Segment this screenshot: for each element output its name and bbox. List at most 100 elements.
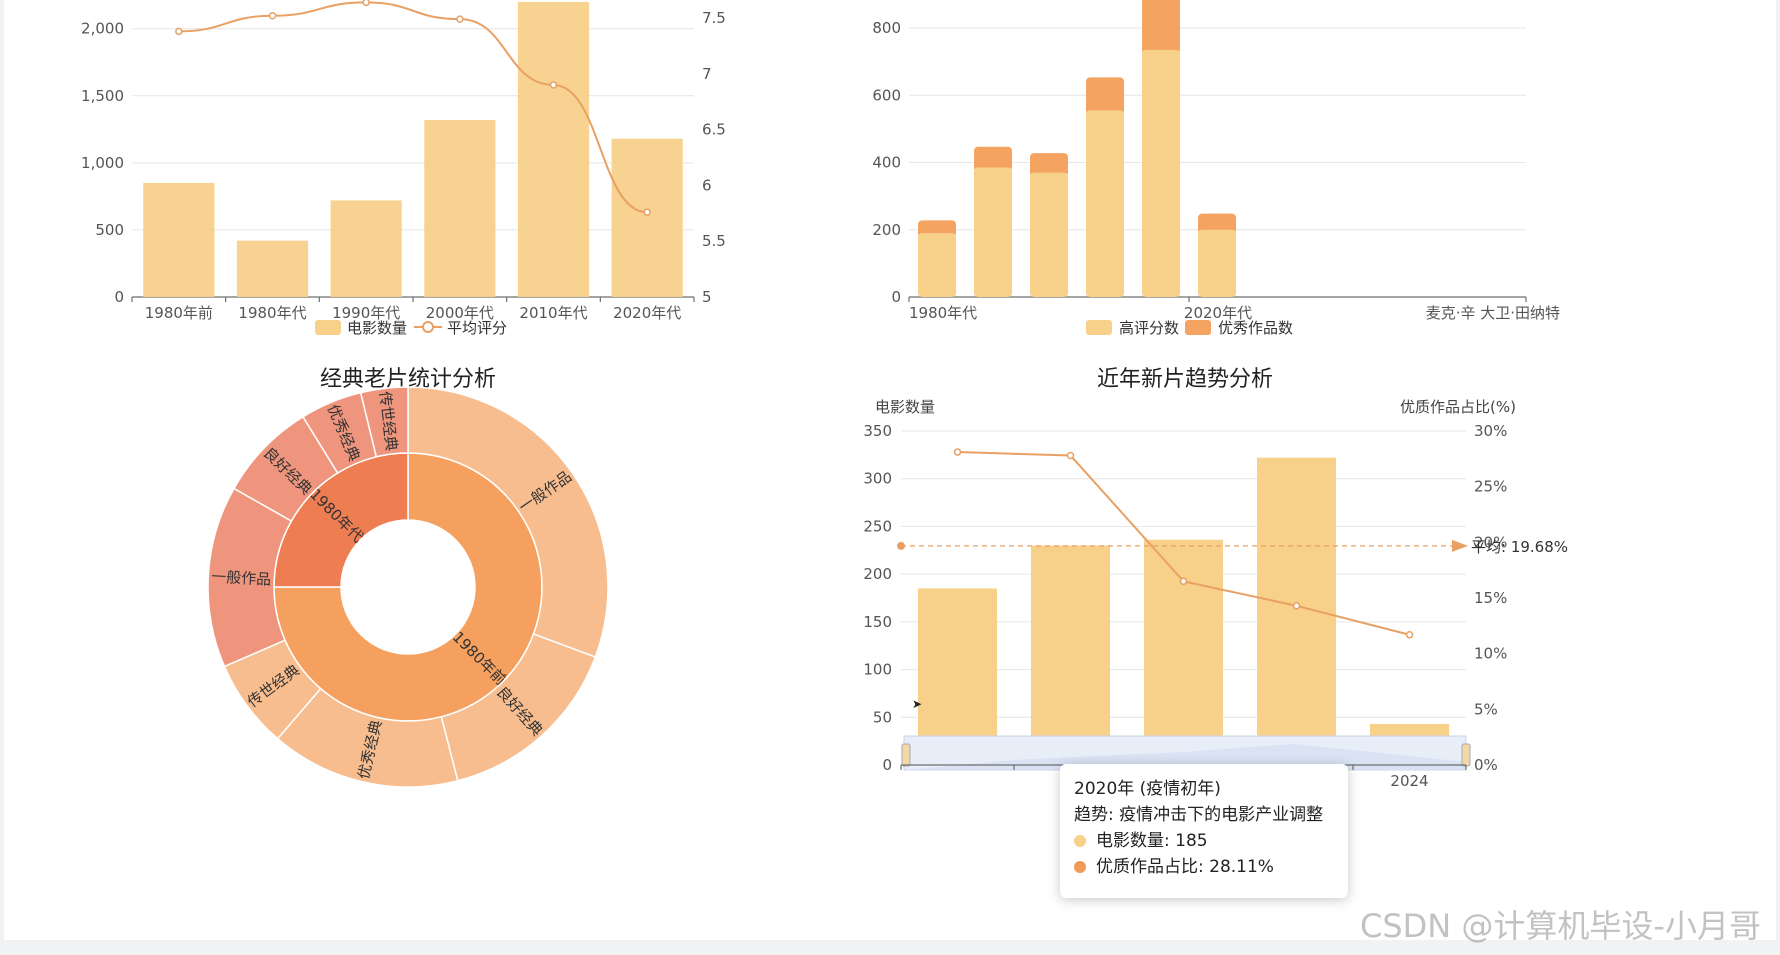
bar — [236, 240, 309, 297]
chart-tooltip: 2020年 (疫情初年) 趋势: 疫情冲击下的电影产业调整 电影数量: 185 … — [1060, 764, 1348, 898]
legend-excellent-swatch — [1185, 320, 1211, 335]
rating-point — [268, 12, 277, 20]
excellent-bar — [918, 220, 956, 238]
y-tick-label: 500 — [95, 221, 124, 239]
y-right-tick-label: 5.5 — [702, 232, 726, 250]
high-score-bar — [918, 233, 956, 297]
y-right-tick-label: 10% — [1474, 645, 1507, 663]
tooltip-count: 电影数量: 185 — [1096, 831, 1208, 851]
bar — [517, 1, 590, 298]
count-dot-icon — [1074, 835, 1086, 847]
legend-label: 平均评分 — [447, 319, 507, 337]
tooltip-ratio-row: 优质作品占比: 28.11% — [1074, 854, 1334, 880]
y-right-tick-label: 30% — [1474, 422, 1507, 440]
y-tick-label: 400 — [872, 154, 901, 172]
rating-point — [549, 81, 558, 89]
average-start-dot — [897, 541, 905, 550]
bar — [424, 119, 496, 297]
excellent-bar — [1086, 77, 1124, 115]
sunburst-label: 一般作品 — [211, 567, 272, 588]
average-arrow-icon — [1452, 539, 1468, 552]
y-tick-label: 1,000 — [81, 154, 124, 172]
x-tick-label: 2010年代 — [519, 304, 587, 322]
watermark: CSDN @计算机毕设-小月哥 — [1360, 907, 1761, 945]
y-tick-label: 150 — [863, 613, 892, 631]
bar — [330, 200, 402, 297]
y-tick-label: 1,500 — [81, 87, 124, 105]
legend-label: 电影数量 — [347, 319, 407, 337]
y-right-tick-label: 6 — [702, 176, 712, 194]
y-right-tick-label: 5 — [702, 288, 712, 306]
ratio-point — [1292, 602, 1301, 610]
bar — [143, 182, 215, 297]
legend-line-marker — [422, 321, 434, 333]
y-right-tick-label: 20% — [1474, 533, 1507, 551]
x-tick-label: 1980年代 — [238, 304, 306, 322]
y-tick-label: 100 — [863, 661, 892, 679]
dashboard: 0 500 1,000 1,500 2,000 5 5.5 6 6.5 7 7.5 1980年前 198… — [4, 0, 1776, 945]
legend-label: 高评分数 — [1119, 319, 1179, 337]
tooltip-title: 2020年 (疫情初年) — [1074, 779, 1221, 799]
ratio-point — [1405, 630, 1414, 639]
excellent-bar — [1142, 0, 1180, 54]
high-score-bar — [1086, 110, 1124, 297]
zoom-slider-area — [904, 744, 1466, 770]
y-right-tick-label: 15% — [1474, 589, 1507, 607]
ratio-point — [953, 448, 962, 456]
ratio-point — [1179, 577, 1188, 586]
y-tick-label: 250 — [863, 517, 892, 535]
y-tick-label: 300 — [863, 470, 892, 488]
high-score-bar — [974, 167, 1012, 297]
y-right-tick-label: 25% — [1474, 478, 1507, 496]
x-tick-label: 2020年代 — [1184, 304, 1252, 322]
ratio-point — [1066, 451, 1075, 460]
rating-point — [175, 27, 183, 36]
tooltip-count-row: 电影数量: 185 — [1074, 828, 1334, 854]
y-tick-label: 0 — [891, 288, 901, 306]
y-right-tick-label: 0% — [1474, 756, 1498, 774]
x-tick-label: 麦克·辛 大卫·田纳特 — [1426, 304, 1560, 322]
bar — [1256, 457, 1337, 765]
sunburst-outer-segment — [407, 386, 609, 659]
y-tick-label: 350 — [863, 422, 892, 440]
legend-bar-swatch — [315, 320, 341, 335]
y-tick-label: 0 — [114, 288, 124, 306]
x-tick-label: 2024 — [1390, 772, 1428, 790]
y-right-tick-label: 7 — [702, 65, 712, 83]
high-score-bar — [1030, 172, 1068, 297]
excellent-bar — [1198, 213, 1236, 234]
y-tick-label: 600 — [872, 86, 901, 104]
legend-label: 优秀作品数 — [1218, 319, 1293, 337]
excellent-bar — [974, 146, 1012, 172]
bar — [1143, 539, 1224, 765]
x-tick-label: 2020年代 — [613, 304, 681, 322]
sunburst-outer-segment — [359, 386, 409, 458]
trend-title: 近年新片趋势分析 — [1097, 367, 1273, 392]
y-left-axis-name: 电影数量 — [875, 398, 935, 416]
y-tick-label: 200 — [872, 221, 901, 239]
y-tick-label: 0 — [882, 756, 892, 774]
zoom-handle-right — [1461, 743, 1471, 767]
y-tick-label: 800 — [872, 19, 901, 37]
y-right-tick-label: 6.5 — [702, 121, 726, 139]
rating-point — [362, 0, 370, 7]
mouse-cursor-icon: ➤ — [912, 697, 923, 711]
tooltip-trend: 趋势: 疫情冲击下的电影产业调整 — [1074, 805, 1324, 825]
y-right-axis-name: 优质作品占比(%) — [1400, 398, 1516, 416]
zoom-handle-left — [901, 743, 911, 767]
average-label: 平均: 19.68% — [1471, 538, 1568, 556]
ratio-dot-icon — [1074, 861, 1086, 873]
x-tick-label: 1980年前 — [145, 304, 213, 322]
legend-high-swatch — [1086, 320, 1112, 335]
y-tick-label: 2,000 — [81, 20, 124, 38]
x-tick-label: 1990年代 — [332, 304, 400, 322]
excellent-bar — [1030, 153, 1068, 177]
high-score-bar — [1198, 229, 1236, 297]
y-right-tick-label: 5% — [1474, 700, 1498, 718]
high-score-bar — [1142, 49, 1180, 298]
bar — [1030, 545, 1111, 765]
y-tick-label: 200 — [863, 565, 892, 583]
x-tick-label: 1980年代 — [909, 304, 977, 322]
x-tick-label: 2000年代 — [426, 304, 494, 322]
